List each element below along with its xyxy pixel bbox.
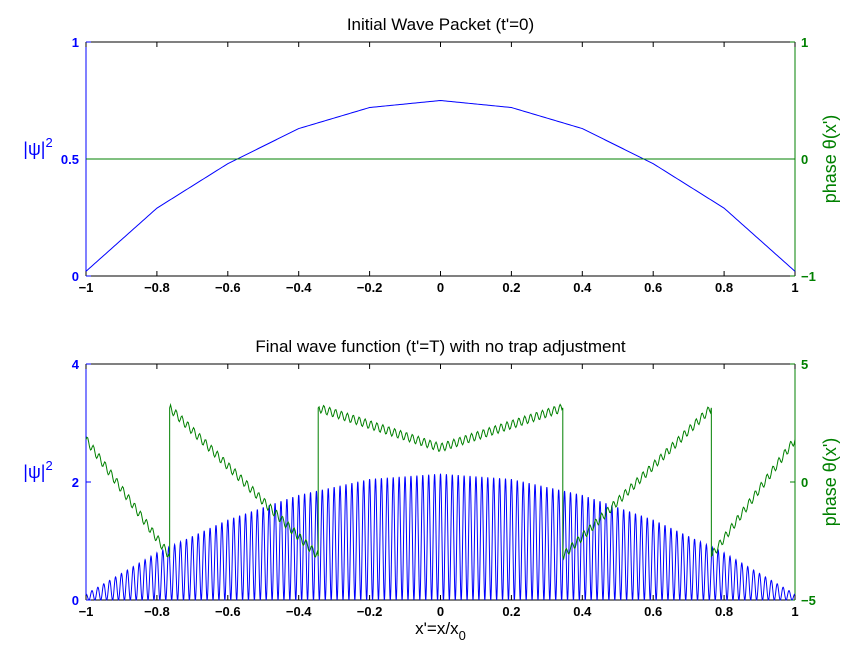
left-y-tick-label: 0 (72, 593, 79, 608)
x-tick-label: 0.2 (502, 604, 520, 619)
right-y-tick-label: −1 (801, 269, 816, 284)
x-tick-label: −0.4 (286, 280, 312, 295)
top-left-axis-label-text: |ψ| (23, 139, 45, 159)
bottom-left-axis-label-text: |ψ| (23, 462, 45, 482)
x-tick-label: 0.4 (573, 280, 592, 295)
bottom-left-axis-label: |ψ|2 (23, 458, 52, 482)
bottom-x-axis-label: x'=x/x0 (415, 619, 466, 643)
x-tick-label: −1 (79, 604, 94, 619)
x-tick-label: −0.2 (357, 604, 383, 619)
x-tick-label: 1 (791, 604, 798, 619)
density-series-line (85, 99, 796, 272)
right-y-tick-label: 0 (801, 475, 808, 490)
right-y-tick-label: 1 (801, 35, 808, 50)
top-panel: Initial Wave Packet (t'=0) −1 −0.8 −0.6 −0.… (23, 15, 840, 295)
bottom-right-axis-label: phase θ(x') (820, 438, 840, 526)
x-tick-label: −0.2 (357, 280, 383, 295)
x-tick-label: −0.8 (144, 280, 170, 295)
left-y-tick-label: 0.5 (61, 152, 79, 167)
x-tick-label: −0.4 (286, 604, 312, 619)
x-tick-label: 0 (437, 280, 444, 295)
x-tick-label: 0.8 (715, 604, 733, 619)
right-y-tick-label: −5 (801, 593, 816, 608)
x-tick-label: 0.6 (644, 280, 662, 295)
bottom-title: Final wave function (t'=T) with no trap … (255, 337, 626, 356)
right-y-tick-label: 5 (801, 357, 808, 372)
x-tick-label: 0.2 (502, 280, 520, 295)
x-tick-label: 0.8 (715, 280, 733, 295)
top-left-axis-label: |ψ|2 (23, 135, 52, 159)
left-y-tick-label: 1 (72, 35, 79, 50)
x-tick-label: −0.8 (144, 604, 170, 619)
x-tick-label: −1 (79, 280, 94, 295)
top-left-axis-label-sup: 2 (45, 135, 52, 150)
bottom-x-axis-label-text: x'=x/x (415, 619, 459, 638)
bottom-axes: −1 −0.8 −0.6 −0.4 −0.2 0 0.2 0.4 0.6 0.8 1 0 2 4 −5 0 5 (72, 357, 816, 619)
bottom-panel: Final wave function (t'=T) with no trap … (23, 337, 840, 643)
x-tick-label: −0.6 (215, 604, 241, 619)
top-title: Initial Wave Packet (t'=0) (347, 15, 534, 34)
x-tick-label: −0.6 (215, 280, 241, 295)
x-tick-label: 1 (791, 280, 798, 295)
top-right-axis-label: phase θ(x') (820, 115, 840, 203)
density-series-line (85, 473, 796, 601)
bottom-series (85, 402, 796, 601)
left-y-tick-label: 2 (72, 475, 79, 490)
right-y-tick-label: 0 (801, 152, 808, 167)
left-y-tick-label: 4 (72, 357, 80, 372)
x-tick-label: 0 (437, 604, 444, 619)
phase-series-line (85, 402, 796, 561)
top-series (85, 99, 796, 272)
x-tick-label: 0.6 (644, 604, 662, 619)
bottom-left-axis-label-sup: 2 (45, 458, 52, 473)
top-axes: −1 −0.8 −0.6 −0.4 −0.2 0 0.2 0.4 0.6 0.8 100.51−10… (61, 35, 816, 295)
left-y-tick-label: 0 (72, 269, 79, 284)
bottom-x-axis-label-sub: 0 (459, 628, 466, 643)
x-tick-label: 0.4 (573, 604, 592, 619)
